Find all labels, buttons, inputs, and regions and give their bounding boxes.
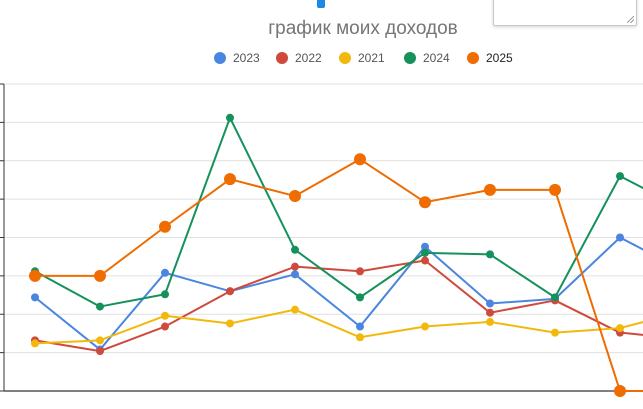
- series-2022: [31, 256, 643, 356]
- legend-swatch: [214, 52, 226, 64]
- data-point[interactable]: [354, 153, 366, 166]
- data-point[interactable]: [486, 317, 494, 326]
- resize-grip-icon[interactable]: [627, 16, 634, 23]
- data-point[interactable]: [224, 173, 236, 186]
- data-point[interactable]: [614, 385, 626, 397]
- data-point[interactable]: [486, 308, 494, 317]
- data-point[interactable]: [486, 250, 494, 259]
- data-point[interactable]: [161, 322, 169, 331]
- series-2025: [29, 153, 643, 397]
- data-point[interactable]: [421, 256, 429, 265]
- data-point[interactable]: [616, 324, 624, 333]
- legend-swatch: [467, 52, 479, 64]
- legend-swatch: [339, 52, 351, 64]
- data-point[interactable]: [551, 328, 559, 337]
- legend-item-2021[interactable]: 2021: [339, 51, 385, 65]
- data-point[interactable]: [421, 242, 429, 251]
- data-point[interactable]: [226, 287, 234, 296]
- data-point[interactable]: [356, 322, 364, 331]
- data-point[interactable]: [161, 268, 169, 277]
- legend-label: 2022: [295, 51, 322, 65]
- data-point[interactable]: [31, 339, 39, 348]
- toolbar-fragment: [317, 0, 325, 8]
- data-point[interactable]: [291, 270, 299, 279]
- data-point[interactable]: [159, 220, 171, 233]
- legend-swatch: [404, 52, 416, 64]
- data-point[interactable]: [551, 293, 559, 302]
- legend-label: 2023: [233, 51, 260, 65]
- series-layer: [29, 113, 643, 397]
- data-point[interactable]: [549, 183, 561, 196]
- gridlines: [0, 83, 643, 392]
- data-point[interactable]: [291, 305, 299, 314]
- data-point[interactable]: [616, 172, 624, 181]
- legend-label: 2021: [358, 51, 385, 65]
- legend-item-2022[interactable]: 2022: [276, 51, 322, 65]
- data-point[interactable]: [356, 293, 364, 302]
- data-point[interactable]: [29, 269, 41, 282]
- data-point[interactable]: [226, 319, 234, 328]
- data-point[interactable]: [484, 183, 496, 196]
- series-2024: [31, 113, 643, 311]
- data-point[interactable]: [356, 267, 364, 276]
- series-2021: [31, 305, 643, 348]
- legend-label: 2025: [486, 51, 513, 65]
- legend-item-2025[interactable]: 2025: [467, 51, 513, 65]
- legend-item-2023[interactable]: 2023: [214, 51, 260, 65]
- data-point[interactable]: [616, 233, 624, 242]
- data-point[interactable]: [486, 299, 494, 308]
- series-line-2022: [34, 259, 643, 353]
- data-point[interactable]: [96, 347, 104, 356]
- data-point[interactable]: [289, 190, 301, 203]
- data-point[interactable]: [356, 333, 364, 342]
- data-point[interactable]: [161, 311, 169, 320]
- series-line-2024: [34, 116, 643, 308]
- legend-swatch: [276, 52, 288, 64]
- chart-title: график моих доходов: [268, 18, 458, 39]
- data-point[interactable]: [421, 248, 429, 257]
- data-point[interactable]: [96, 336, 104, 345]
- data-point[interactable]: [421, 322, 429, 331]
- data-point[interactable]: [226, 113, 234, 122]
- data-point[interactable]: [94, 269, 106, 282]
- data-point[interactable]: [291, 262, 299, 271]
- comment-textbox[interactable]: [493, 0, 637, 26]
- data-point[interactable]: [419, 196, 431, 209]
- data-point[interactable]: [291, 245, 299, 254]
- data-point[interactable]: [31, 293, 39, 302]
- series-2023: [31, 233, 643, 354]
- data-point[interactable]: [96, 302, 104, 311]
- data-point[interactable]: [161, 290, 169, 299]
- legend: 2023 2022 2021 2024 2025: [214, 51, 513, 65]
- legend-item-2024[interactable]: 2024: [404, 51, 450, 65]
- legend-label: 2024: [423, 51, 450, 65]
